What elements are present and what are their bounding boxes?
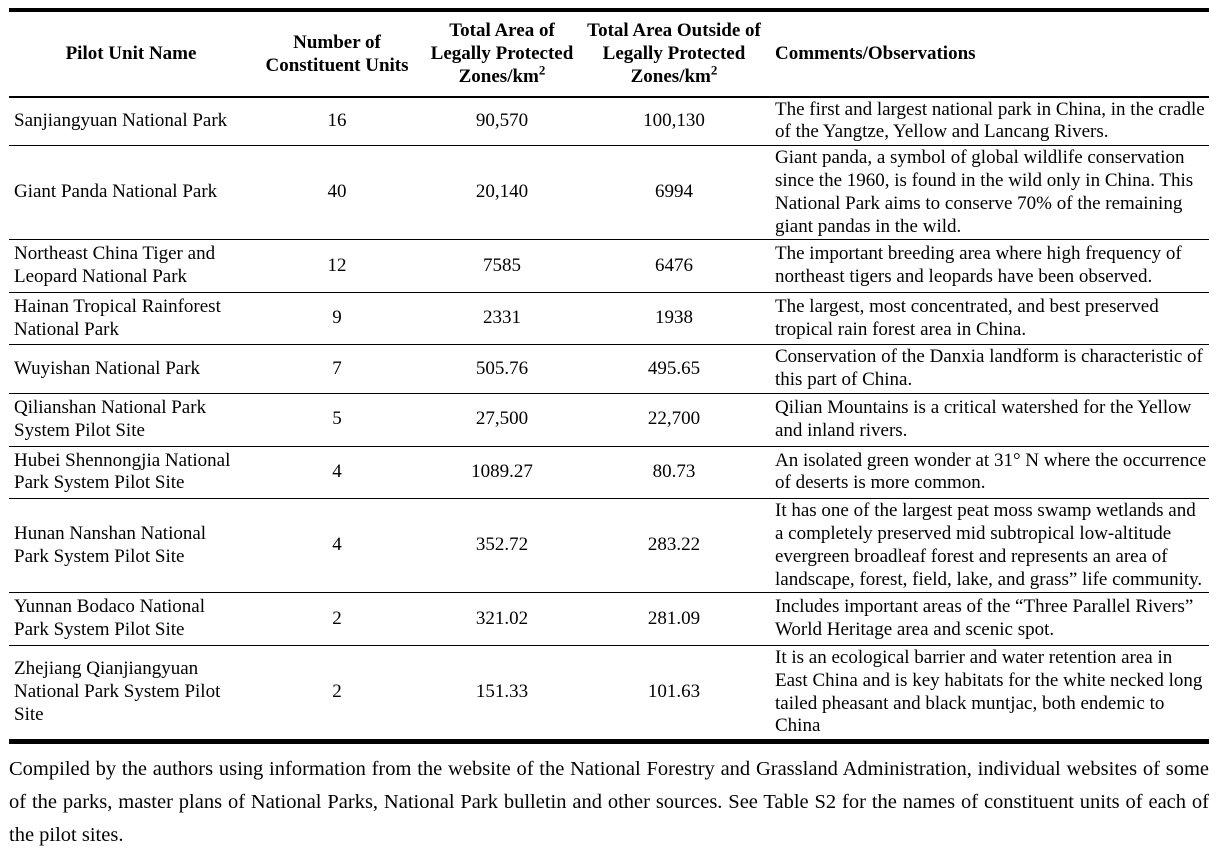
header-area-protected-sup: 2: [538, 63, 546, 79]
table-row: Yunnan Bodaco National Park System Pilot…: [9, 593, 1209, 646]
constituent-units-value: 5: [332, 408, 342, 430]
area-protected-value: 2331: [483, 307, 521, 329]
pilot-unit-name: Sanjiangyuan National Park: [14, 109, 228, 131]
header-constituent-units: Number of Constituent Units: [253, 10, 421, 98]
area-protected-value: 90,570: [475, 109, 529, 131]
constituent-units-value: 2: [332, 607, 342, 629]
pilot-unit-name: Yunnan Bodaco National Park System Pilot…: [14, 596, 206, 641]
area-outside-value: 101.63: [647, 681, 701, 703]
area-outside-value: 100,130: [643, 109, 705, 131]
header-comments: Comments/Observations: [765, 10, 1209, 98]
comment-text: It is an ecological barrier and water re…: [775, 647, 1203, 737]
pilot-units-table: Pilot Unit Name Number of Constituent Un…: [9, 8, 1209, 745]
area-protected-value: 321.02: [475, 607, 529, 629]
pilot-unit-name: Zhejiang Qianjiangyuan National Park Sys…: [14, 658, 221, 726]
table-row: Hubei Shennongjia National Park System P…: [9, 446, 1209, 499]
table-body: Sanjiangyuan National Park 16 90,570 100…: [9, 97, 1209, 742]
table-row: Hunan Nanshan National Park System Pilot…: [9, 499, 1209, 593]
constituent-units-value: 4: [332, 534, 342, 556]
area-outside-value: 6994: [655, 181, 693, 203]
table-header: Pilot Unit Name Number of Constituent Un…: [9, 10, 1209, 98]
area-protected-value: 20,140: [475, 181, 529, 203]
comment-text: An isolated green wonder at 31° N where …: [775, 449, 1207, 494]
header-area-outside-text: Total Area Outside of Legally Protected …: [587, 20, 761, 88]
header-area-protected: Total Area of Legally Protected Zones/km…: [421, 10, 583, 98]
constituent-units-value: 4: [332, 461, 342, 483]
header-area-outside: Total Area Outside of Legally Protected …: [583, 10, 765, 98]
header-pilot-unit-name: Pilot Unit Name: [9, 10, 253, 98]
pilot-unit-name: Giant Panda National Park: [14, 181, 218, 203]
comment-text: Conservation of the Danxia landform is c…: [775, 346, 1203, 391]
pilot-unit-name: Wuyishan National Park: [14, 357, 201, 379]
header-area-protected-text: Total Area of Legally Protected Zones/km: [430, 20, 574, 88]
area-protected-value: 151.33: [475, 681, 529, 703]
constituent-units-value: 12: [327, 254, 347, 276]
comment-text: Giant panda, a symbol of global wildlife…: [775, 147, 1194, 237]
constituent-units-value: 40: [327, 181, 347, 203]
area-outside-value: 22,700: [647, 408, 701, 430]
area-protected-value: 27,500: [475, 408, 529, 430]
pilot-unit-name: Hainan Tropical Rainforest National Park: [14, 295, 221, 340]
area-protected-value: 505.76: [475, 357, 529, 379]
constituent-units-value: 16: [327, 109, 347, 131]
area-outside-value: 283.22: [647, 534, 701, 556]
area-protected-value: 1089.27: [471, 461, 533, 483]
table-row: Giant Panda National Park 40 20,140 6994…: [9, 146, 1209, 240]
area-protected-value: 352.72: [475, 534, 529, 556]
area-outside-value: 1938: [655, 307, 693, 329]
area-outside-value: 495.65: [647, 357, 701, 379]
header-area-outside-sup: 2: [710, 63, 718, 79]
area-outside-value: 281.09: [647, 607, 701, 629]
table-row: Northeast China Tiger and Leopard Nation…: [9, 240, 1209, 293]
table-row: Wuyishan National Park 7 505.76 495.65 C…: [9, 345, 1209, 394]
constituent-units-value: 9: [332, 307, 342, 329]
area-outside-value: 80.73: [652, 461, 696, 483]
constituent-units-value: 7: [332, 357, 342, 379]
table-row: Sanjiangyuan National Park 16 90,570 100…: [9, 97, 1209, 146]
pilot-unit-name: Northeast China Tiger and Leopard Nation…: [14, 243, 216, 288]
area-protected-value: 7585: [483, 254, 521, 276]
comment-text: Qilian Mountains is a critical watershed…: [775, 397, 1192, 441]
pilot-unit-name: Qilianshan National Park System Pilot Si…: [14, 397, 207, 441]
comment-text: The important breeding area where high f…: [775, 243, 1182, 288]
pilot-unit-name: Hubei Shennongjia National Park System P…: [14, 449, 231, 494]
table-row: Qilianshan National Park System Pilot Si…: [9, 394, 1209, 447]
pilot-unit-name: Hunan Nanshan National Park System Pilot…: [14, 523, 207, 567]
constituent-units-value: 2: [332, 681, 342, 703]
table-row: Zhejiang Qianjiangyuan National Park Sys…: [9, 646, 1209, 742]
area-outside-value: 6476: [655, 254, 693, 276]
table-row: Hainan Tropical Rainforest National Park…: [9, 292, 1209, 345]
table-source-note: Compiled by the authors using informatio…: [9, 758, 1209, 846]
comment-text: It has one of the largest peat moss swam…: [775, 500, 1203, 590]
comment-text: Includes important areas of the “Three P…: [775, 596, 1194, 641]
comment-text: The largest, most concentrated, and best…: [775, 295, 1159, 340]
header-row: Pilot Unit Name Number of Constituent Un…: [9, 10, 1209, 98]
comment-text: The first and largest national park in C…: [775, 98, 1205, 143]
